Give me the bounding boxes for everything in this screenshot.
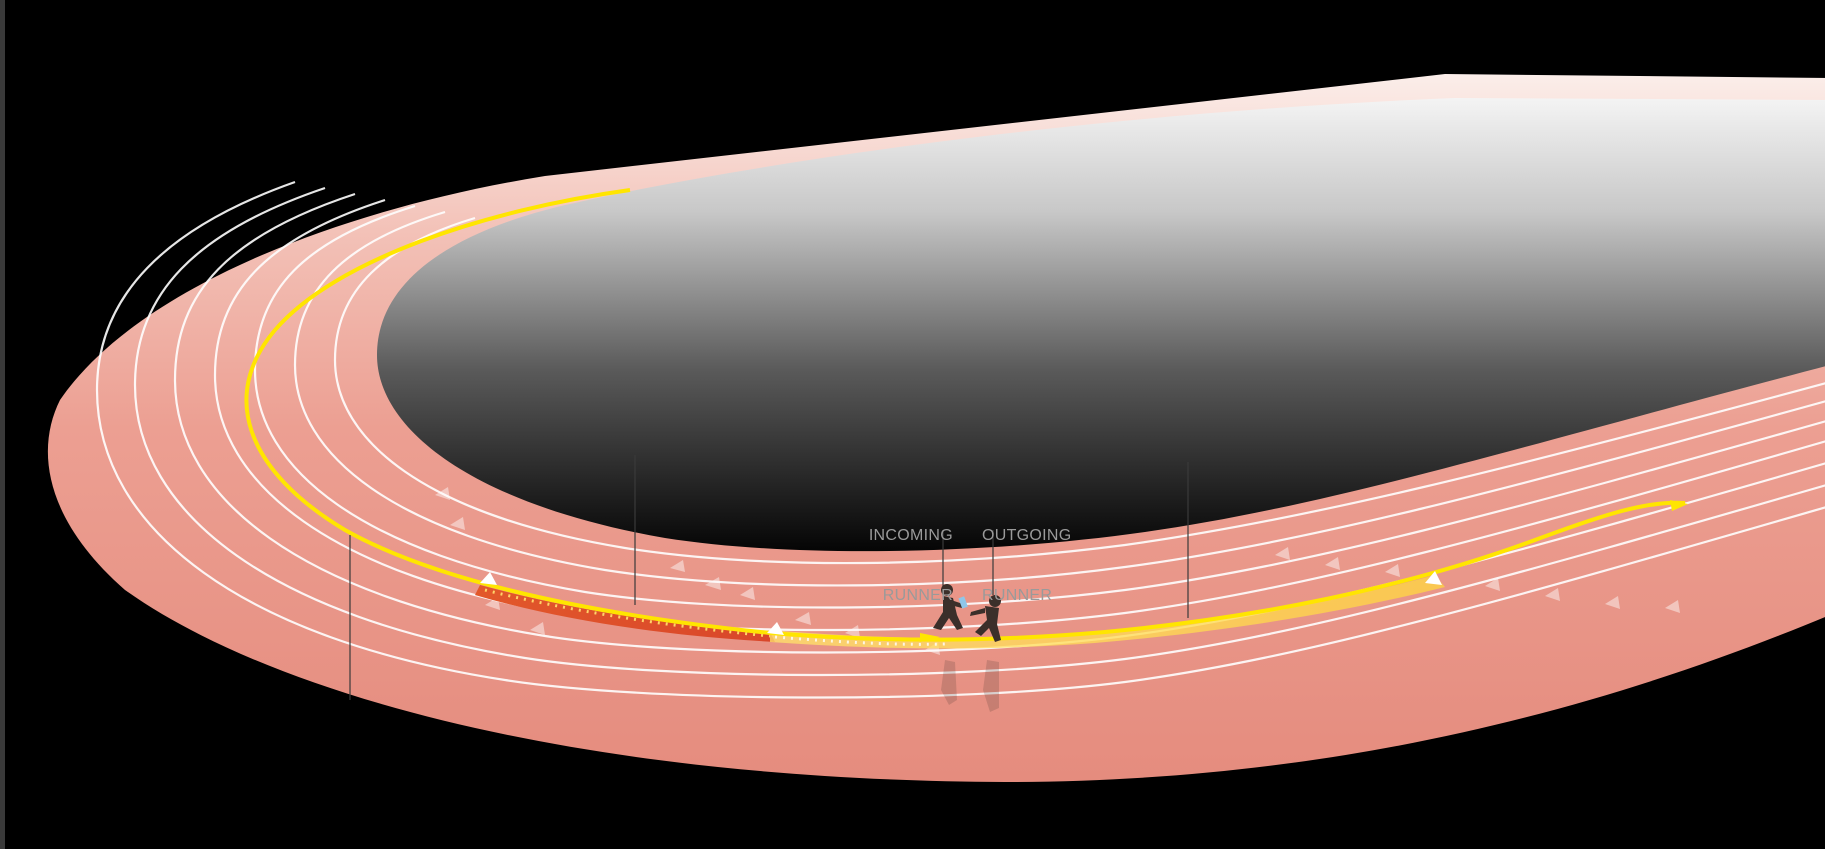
incoming-runner [933, 584, 963, 630]
incoming-runner-label: INCOMING RUNNER [867, 486, 953, 646]
zone-start-marker [480, 572, 497, 585]
infield [377, 98, 1825, 552]
exchange-zone [770, 575, 1445, 649]
incoming-label-line1: INCOMING [868, 527, 953, 544]
incoming-label-line2: RUNNER [882, 587, 953, 604]
runner-path [244, 188, 1686, 642]
arrow-icon [1670, 500, 1688, 511]
outgoing-runner-label: OUTGOING RUNNER [982, 486, 1082, 646]
guide-lines [349, 455, 1189, 700]
outgoing-runner [970, 595, 1001, 642]
zone-end-marker [1425, 571, 1442, 585]
track-illustration [47, 74, 1825, 782]
outgoing-label-line2: RUNNER [982, 587, 1053, 604]
acceleration-zone [475, 585, 775, 642]
lane-lines [95, 180, 1825, 699]
baton-icon [958, 596, 968, 609]
arrow-icon [920, 633, 940, 642]
runner-reflection [941, 660, 999, 712]
acceleration-zone-dots [484, 588, 771, 638]
zone-mid-marker [767, 622, 784, 635]
outgoing-label-line1: OUTGOING [982, 527, 1072, 544]
